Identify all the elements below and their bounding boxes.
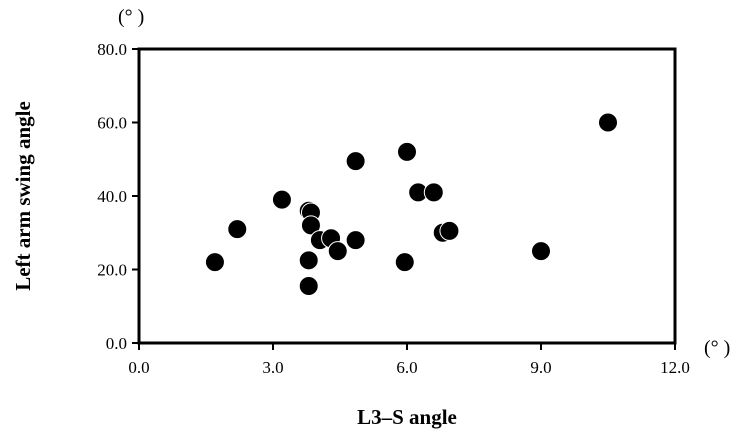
x-axis-title: L3–S angle (357, 405, 457, 429)
data-point (327, 241, 348, 262)
y-tick-label: 60.0 (97, 114, 127, 133)
data-point (423, 182, 444, 203)
y-tick-label: 20.0 (97, 261, 127, 280)
x-tick-label: 3.0 (262, 358, 283, 377)
x-tick-label: 12.0 (660, 358, 690, 377)
data-point (439, 220, 460, 241)
x-axis-ticks: 0.0 3.0 6.0 9.0 12.0 (128, 343, 690, 377)
data-point (397, 141, 417, 162)
plot-area (137, 47, 677, 345)
x-tick-label: 0.0 (128, 358, 149, 377)
data-point (345, 151, 366, 172)
data-point (300, 215, 321, 236)
data-point (227, 219, 248, 240)
data-point (345, 230, 366, 251)
y-tick-label: 0.0 (106, 334, 127, 353)
data-point (598, 112, 618, 133)
data-point (271, 189, 292, 210)
data-point (204, 252, 225, 273)
x-unit-label: (° ) (704, 337, 730, 359)
y-unit-label: (° ) (118, 6, 144, 28)
data-point (298, 250, 319, 271)
y-axis-ticks: 0.0 20.0 40.0 60.0 80.0 (97, 40, 139, 353)
x-tick-label: 6.0 (396, 358, 417, 377)
data-point (394, 252, 415, 273)
y-tick-label: 80.0 (97, 40, 127, 59)
x-tick-label: 9.0 (530, 358, 551, 377)
data-points (204, 112, 618, 297)
data-point (298, 276, 319, 297)
data-point (531, 241, 551, 262)
y-axis-title: Left arm swing angle (11, 101, 35, 291)
y-tick-label: 40.0 (97, 187, 127, 206)
